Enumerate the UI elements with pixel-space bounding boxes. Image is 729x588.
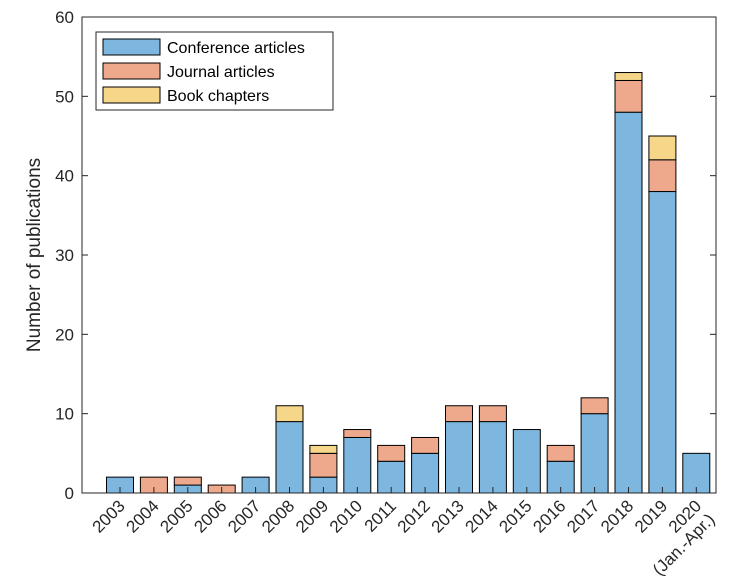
bar-segment xyxy=(411,452,440,494)
bar-segment xyxy=(445,421,473,494)
bar-segment xyxy=(309,444,338,454)
x-tick-label-line: 2007 xyxy=(224,496,264,536)
x-tick-label: 2003 xyxy=(89,496,129,536)
x-tick-label-line: 2012 xyxy=(394,496,434,536)
legend-label: Conference articles xyxy=(167,40,305,57)
bar-segment xyxy=(614,111,643,494)
x-tick-label-line: 2016 xyxy=(529,496,569,536)
bar-segment xyxy=(343,436,372,494)
x-tick-label-line: 2014 xyxy=(462,496,502,536)
legend-label: Journal articles xyxy=(167,64,275,81)
y-axis-ticks: 0 10 20 30 40 50 60 xyxy=(55,8,716,503)
y-tick-label: 20 xyxy=(55,325,74,344)
plot-area-frame xyxy=(81,16,717,494)
x-tick-label: 2016 xyxy=(529,496,569,536)
x-tick-label: 2008 xyxy=(258,496,298,536)
y-tick-label: 10 xyxy=(55,405,74,424)
x-tick-label: 2005 xyxy=(156,496,196,536)
bar-segment xyxy=(173,476,202,486)
bar-segment xyxy=(309,452,338,478)
bar-segment xyxy=(682,452,711,494)
x-tick-label: 2012 xyxy=(394,496,434,536)
bar-segment xyxy=(411,436,440,454)
x-tick-label-line: 2009 xyxy=(292,496,332,536)
x-tick-label: 2006 xyxy=(190,496,230,536)
y-tick-label: 60 xyxy=(55,8,74,27)
legend-label: Book chapters xyxy=(167,88,269,105)
legend-swatch xyxy=(102,86,161,104)
bar-segment xyxy=(512,429,541,494)
bar-segment xyxy=(343,429,372,438)
x-tick-label-line: 2004 xyxy=(123,496,163,536)
bar-segment xyxy=(648,191,677,494)
x-tick-label-line: 2008 xyxy=(258,496,298,536)
x-tick-label: 2011 xyxy=(361,496,400,535)
bar-segment xyxy=(648,159,677,193)
x-tick-label: 2018 xyxy=(597,496,637,536)
legend-swatch xyxy=(102,62,161,80)
x-tick-label-line: 2019 xyxy=(631,496,671,536)
y-tick-label: 0 xyxy=(65,484,74,503)
x-tick-label-line: 2003 xyxy=(89,496,129,536)
y-tick-label: 50 xyxy=(55,87,74,106)
x-tick-label-line: 2015 xyxy=(495,496,535,536)
y-tick-label: 40 xyxy=(55,167,74,186)
x-tick-label: 2019 xyxy=(631,496,671,536)
y-axis-title: Number of publications xyxy=(24,158,45,352)
bar-segment xyxy=(377,444,406,462)
x-tick-label-line: 2018 xyxy=(597,496,637,536)
x-tick-label: 2007 xyxy=(224,496,264,536)
bar-segment xyxy=(275,421,304,494)
x-tick-label: 2015 xyxy=(495,496,535,536)
bar-segment xyxy=(275,405,304,423)
bar-segment xyxy=(614,79,643,113)
bar-segment xyxy=(445,405,473,423)
x-tick-label-line: 2010 xyxy=(326,496,366,536)
x-axis-ticks: 2003200420052006200720082009201020112012… xyxy=(89,487,719,579)
bars-layer xyxy=(106,72,711,494)
x-tick-label: 2014 xyxy=(462,496,502,536)
bar-segment xyxy=(546,444,575,462)
bar-segment xyxy=(580,397,609,415)
x-tick-label-line: 2013 xyxy=(428,496,468,536)
y-tick-label: 30 xyxy=(55,246,74,265)
x-tick-label-line: 2017 xyxy=(563,496,603,536)
legend: Conference articles Journal articles Book … xyxy=(95,31,334,111)
legend-swatch xyxy=(102,38,161,56)
x-tick-label: 2017 xyxy=(563,496,603,536)
x-tick-label: 2010 xyxy=(326,496,366,536)
bar-segment xyxy=(478,405,507,423)
x-tick-label-line: 2006 xyxy=(190,496,230,536)
bar-segment xyxy=(478,421,507,494)
bar-segment xyxy=(648,135,677,161)
x-tick-label: 2004 xyxy=(123,496,163,536)
x-tick-label-line: 2005 xyxy=(156,496,196,536)
bar-segment xyxy=(614,72,643,81)
x-tick-label-line: 2011 xyxy=(361,496,400,535)
x-tick-label: 2009 xyxy=(292,496,332,536)
bar-segment xyxy=(580,413,609,494)
x-tick-label: 2013 xyxy=(428,496,468,536)
